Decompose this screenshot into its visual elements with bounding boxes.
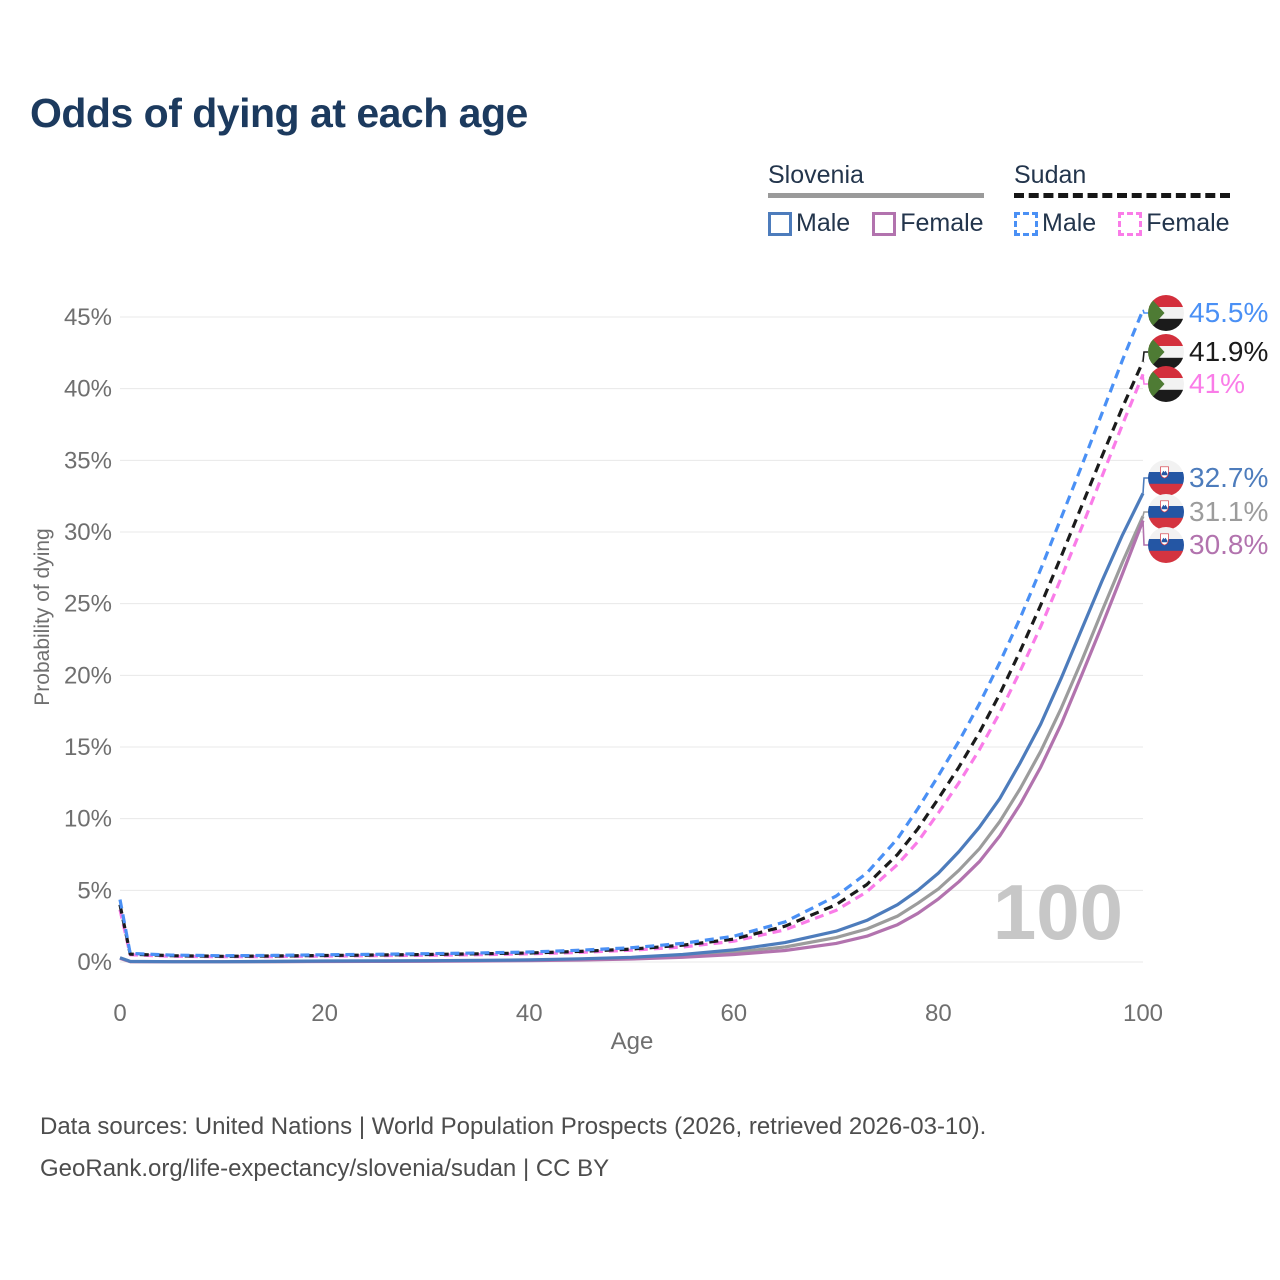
- end-label-sudan_female: 41%: [1148, 366, 1245, 402]
- x-tick-80: 80: [925, 1000, 952, 1027]
- legend-label-slovenia-female[interactable]: Female: [900, 209, 984, 237]
- end-value-sudan_male: 45.5%: [1189, 297, 1269, 328]
- y-tick-35%: 35%: [64, 447, 112, 474]
- sudan-flag-icon: [1148, 295, 1184, 331]
- series-line-slovenia_both[interactable]: [119, 515, 1145, 964]
- y-tick-25%: 25%: [64, 591, 112, 618]
- x-tick-40: 40: [516, 1000, 543, 1027]
- x-axis-title: Age: [610, 1028, 654, 1055]
- end-value-sudan_female: 41%: [1189, 368, 1246, 399]
- x-tick-60: 60: [720, 1000, 747, 1027]
- page-title: Odds of dying at each age: [30, 90, 528, 136]
- end-value-slovenia_female: 30.8%: [1189, 529, 1269, 560]
- sudan-dashed-line-sample: [1014, 193, 1230, 198]
- legend-label-slovenia-male[interactable]: Male: [796, 209, 851, 237]
- series-line-slovenia_male[interactable]: [119, 492, 1145, 964]
- x-tick-0: 0: [113, 1000, 126, 1027]
- sudan-flag-icon: [1148, 334, 1184, 370]
- series-line-sudan_female[interactable]: [118, 373, 1145, 959]
- y-tick-40%: 40%: [64, 376, 112, 403]
- legend-swatch-sudan-female[interactable]: [1118, 211, 1143, 236]
- legend-swatch-slovenia-female[interactable]: [872, 211, 897, 236]
- legend-label-sudan-male[interactable]: Male: [1042, 209, 1097, 237]
- y-tick-0%: 0%: [77, 949, 112, 976]
- end-value-sudan_both: 41.9%: [1189, 336, 1269, 367]
- end-value-slovenia_both: 31.1%: [1189, 496, 1269, 527]
- footer-data-sources: Data sources: United Nations | World Pop…: [40, 1113, 987, 1140]
- slovenia-solid-line-sample: [768, 193, 984, 198]
- y-tick-15%: 15%: [64, 734, 112, 761]
- y-tick-45%: 45%: [64, 304, 112, 331]
- footer-attribution: GeoRank.org/life-expectancy/slovenia/sud…: [40, 1155, 610, 1182]
- end-label-sudan_male: 45.5%: [1148, 295, 1268, 331]
- sudan-flag-icon: [1148, 366, 1184, 402]
- legend-title-sudan: Sudan: [1014, 161, 1087, 189]
- y-tick-30%: 30%: [64, 519, 112, 546]
- x-tick-100: 100: [1123, 1000, 1163, 1027]
- series-line-sudan_male[interactable]: [118, 309, 1145, 958]
- series-line-slovenia_female[interactable]: [119, 519, 1145, 964]
- legend-group-sudan: Sudan Male Female: [1014, 162, 1230, 238]
- legend-group-slovenia: Slovenia Male Female: [768, 162, 984, 238]
- x-tick-20: 20: [311, 1000, 338, 1027]
- y-tick-20%: 20%: [64, 662, 112, 689]
- end-label-slovenia_both: 31.1%: [1148, 494, 1268, 530]
- y-axis-title: Probability of dying: [31, 528, 54, 706]
- y-tick-10%: 10%: [64, 806, 112, 833]
- series-line-sudan_both[interactable]: [118, 360, 1145, 958]
- slovenia-flag-icon: [1148, 460, 1184, 496]
- legend-title-slovenia: Slovenia: [768, 161, 864, 189]
- legend-swatch-sudan-male[interactable]: [1014, 211, 1038, 236]
- y-tick-5%: 5%: [77, 877, 112, 904]
- end-label-sudan_both: 41.9%: [1148, 334, 1268, 370]
- slovenia-flag-icon: [1148, 494, 1184, 530]
- legend-label-sudan-female[interactable]: Female: [1146, 209, 1230, 237]
- slovenia-flag-icon: [1148, 527, 1184, 563]
- footer: Data sources: United Nations | World Pop…: [40, 1106, 986, 1190]
- watermark-age-100: 100: [993, 868, 1123, 956]
- end-label-slovenia_male: 32.7%: [1148, 460, 1268, 496]
- legend-swatch-slovenia-male[interactable]: [768, 211, 792, 236]
- end-value-slovenia_male: 32.7%: [1189, 462, 1269, 493]
- end-label-slovenia_female: 30.8%: [1148, 527, 1268, 563]
